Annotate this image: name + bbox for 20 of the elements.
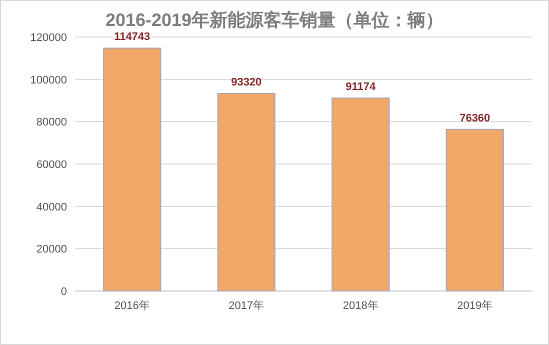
y-tick-label: 60000: [36, 159, 67, 171]
chart-title: 2016-2019年新能源客车销量（单位：辆）: [105, 10, 444, 30]
bar: [446, 128, 504, 292]
y-tick-label: 80000: [36, 116, 67, 129]
y-tick-label: 0: [60, 286, 67, 298]
y-tick-label: 40000: [36, 201, 67, 214]
data-label: 114743: [114, 31, 150, 44]
bar: [103, 48, 162, 292]
x-tick-label: 2017年: [228, 300, 264, 312]
data-label: 76360: [460, 112, 490, 124]
bar: [217, 92, 276, 292]
y-tick-label: 120000: [30, 32, 67, 44]
x-tick-label: 2016年: [114, 300, 150, 312]
y-tick-label: 100000: [30, 74, 67, 86]
data-label: 91174: [346, 81, 376, 94]
y-tick-label: 20000: [36, 244, 67, 256]
bar: [332, 98, 390, 292]
data-label: 93320: [231, 76, 262, 88]
x-tick-label: 2019年: [457, 300, 493, 312]
x-tick-label: 2018年: [342, 300, 378, 312]
